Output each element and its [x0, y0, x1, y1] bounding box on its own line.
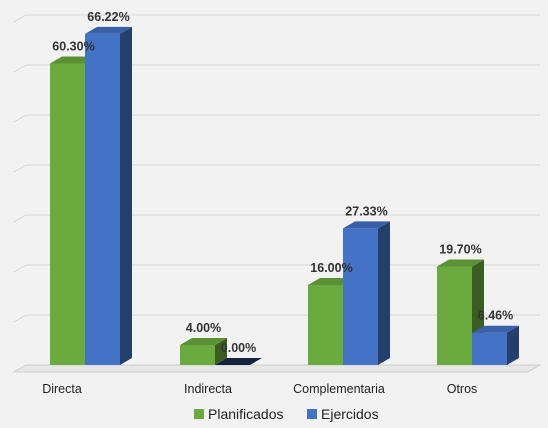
- bar-top-face: [215, 358, 262, 365]
- grid-line-slant: [13, 264, 27, 273]
- legend-item-ejercidos: Ejercidos: [307, 406, 379, 422]
- legend-label: Planificados: [208, 406, 284, 422]
- bar-front-face: [85, 33, 120, 366]
- data-label-ejercidos-complementaria: 27.33%: [345, 204, 387, 218]
- data-label-planificados-otros: 19.70%: [439, 243, 481, 257]
- bar-front-face: [308, 285, 343, 365]
- bar-ejercidos-complementaria: [343, 221, 390, 365]
- bar-side-face: [215, 338, 227, 365]
- data-label-ejercidos-otros: 6.46%: [478, 309, 513, 323]
- bar-top-face: [437, 259, 484, 267]
- bar-front-face: [472, 332, 507, 365]
- data-labels: 60.30% 66.22% 4.00%0.00% 16.00% 27.33% 19.70%…: [52, 10, 513, 355]
- bar-ejercidos-indirecta: [215, 358, 262, 365]
- legend-item-planificados: Planificados: [194, 406, 284, 422]
- bar-front-face: [343, 228, 378, 365]
- legend-label: Ejercidos: [321, 406, 379, 422]
- legend-swatch: [307, 409, 317, 419]
- legend: Planificados Ejercidos: [194, 406, 379, 422]
- bar-front-face: [50, 63, 85, 365]
- bar-top-face: [85, 26, 132, 34]
- bars: [50, 26, 519, 366]
- category-label-otros: Otros: [447, 382, 478, 396]
- bar-ejercidos-directa: [85, 26, 132, 366]
- data-label-planificados-complementaria: 16.00%: [310, 261, 352, 275]
- grid-line-slant: [13, 164, 27, 173]
- category-label-directa: Directa: [42, 382, 82, 396]
- grid-line-slant: [13, 214, 27, 223]
- bar-side-face: [378, 221, 390, 365]
- bar-side-face: [507, 325, 519, 365]
- legend-swatch: [194, 409, 204, 419]
- bar-planificados-indirecta: [180, 338, 227, 365]
- data-label-ejercidos-indirecta: 0.00%: [221, 341, 256, 355]
- bar-top-face: [472, 325, 519, 333]
- grid-line-slant: [13, 64, 27, 73]
- bar-ejercidos-otros: [472, 325, 519, 365]
- bar-side-face: [120, 26, 132, 366]
- bar-top-face: [343, 221, 390, 229]
- bar-front-face: [437, 266, 472, 365]
- grid-line-slant: [13, 314, 27, 323]
- data-label-ejercidos-directa: 66.22%: [87, 10, 129, 24]
- chart-floor: [12, 364, 542, 373]
- grid-line-slant: [13, 14, 27, 23]
- bar-planificados-otros: [437, 259, 484, 365]
- data-label-planificados-indirecta: 4.00%: [186, 321, 221, 335]
- category-label-complementaria: Complementaria: [293, 382, 385, 396]
- category-labels: Directa Indirecta Complementaria Otros: [42, 382, 477, 396]
- grid-line-slant: [13, 114, 27, 123]
- bar-front-face: [180, 345, 215, 365]
- data-label-planificados-directa: 60.30%: [52, 40, 94, 54]
- category-label-indirecta: Indirecta: [184, 382, 232, 396]
- chart-floor-plane: [12, 364, 542, 373]
- bar-top-face: [180, 338, 227, 345]
